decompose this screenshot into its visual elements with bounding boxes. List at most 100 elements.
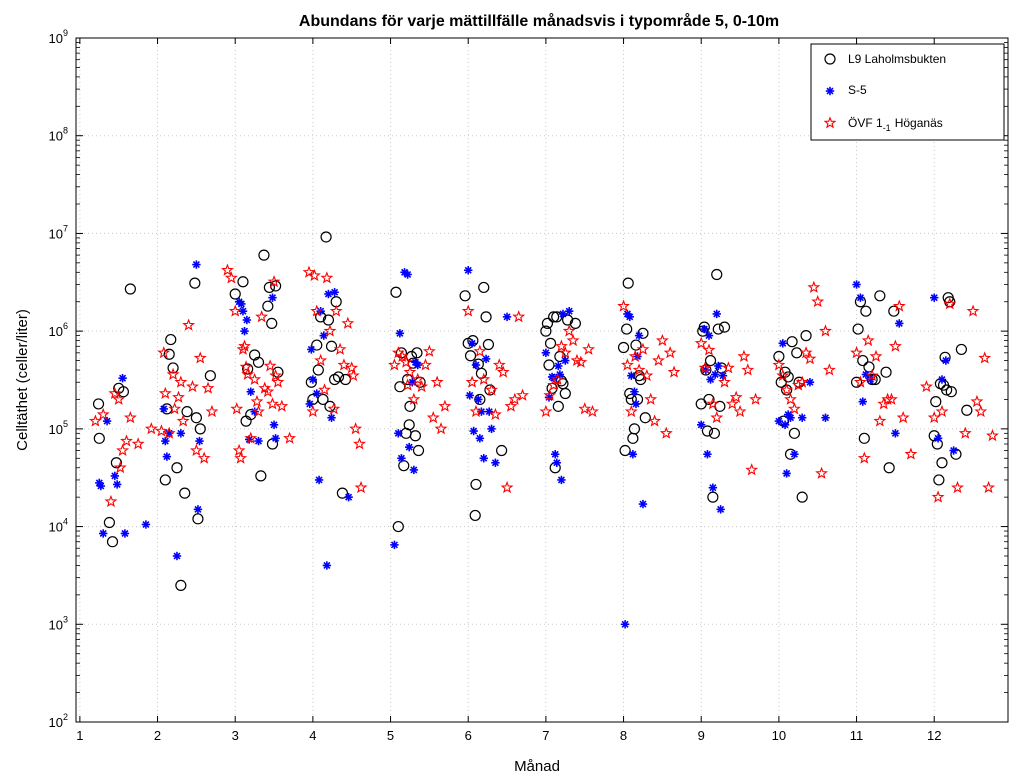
l9-point bbox=[482, 338, 495, 351]
l9-point bbox=[398, 460, 410, 472]
s5-point bbox=[397, 454, 406, 463]
l9-point bbox=[459, 290, 471, 302]
ovf-point bbox=[624, 404, 638, 418]
ovf-point bbox=[323, 324, 337, 337]
ovf-point bbox=[349, 422, 363, 435]
ovf-point bbox=[857, 451, 871, 464]
x-axis-label: Månad bbox=[514, 758, 560, 775]
chart-title: Abundans för varje mättillfälle månadsvi… bbox=[299, 12, 779, 30]
ovf-point bbox=[982, 480, 996, 494]
y-tick-label: 102 bbox=[49, 712, 68, 730]
s5-point bbox=[193, 505, 203, 514]
s5-point bbox=[778, 339, 787, 348]
ovf-point bbox=[131, 437, 145, 450]
s5-point bbox=[625, 312, 634, 322]
ovf-point bbox=[255, 310, 269, 323]
ovf-point bbox=[266, 397, 279, 410]
l9-point bbox=[167, 362, 179, 374]
l9-point bbox=[961, 404, 973, 416]
ovf-point bbox=[733, 404, 747, 418]
s5-point bbox=[774, 416, 784, 426]
ovf-point bbox=[966, 304, 980, 317]
s5-point bbox=[269, 420, 279, 430]
l9-point bbox=[204, 370, 216, 382]
ovf-point bbox=[314, 353, 328, 367]
ovf-point bbox=[174, 375, 188, 388]
l9-point bbox=[718, 321, 731, 333]
ovf-point bbox=[815, 466, 829, 479]
l9-point bbox=[93, 432, 105, 444]
l9-point bbox=[258, 249, 270, 261]
x-tick-label: 10 bbox=[772, 728, 786, 743]
l9-point bbox=[412, 444, 425, 457]
ovf-point bbox=[803, 352, 817, 365]
ovf-point bbox=[415, 379, 429, 393]
ovf-point bbox=[582, 342, 596, 355]
ovf-point bbox=[401, 378, 415, 391]
s5-point bbox=[112, 480, 122, 489]
legend-label-ovf-tail: Höganäs bbox=[895, 116, 943, 130]
ovf-point bbox=[951, 480, 964, 494]
l9-point bbox=[464, 350, 477, 362]
ovf-point bbox=[504, 399, 518, 412]
ovf-point bbox=[422, 344, 436, 357]
s5-point bbox=[718, 371, 728, 380]
ovf-point bbox=[667, 365, 681, 378]
l9-point bbox=[852, 323, 864, 335]
s5-point bbox=[858, 397, 867, 406]
s5-point bbox=[327, 413, 336, 422]
l9-point bbox=[480, 311, 492, 323]
l9-point bbox=[194, 423, 206, 435]
l9-point bbox=[621, 323, 633, 335]
y-tick-label: 106 bbox=[49, 321, 68, 339]
l9-point bbox=[103, 516, 115, 529]
x-tick-label: 7 bbox=[542, 728, 549, 743]
l9-point bbox=[930, 396, 942, 408]
ovf-point bbox=[108, 386, 122, 399]
s5-point bbox=[782, 469, 791, 478]
y-tick-label: 107 bbox=[49, 223, 68, 241]
l9-point bbox=[630, 339, 642, 351]
ovf-point bbox=[238, 339, 251, 352]
l9-point bbox=[395, 347, 408, 359]
s5-point bbox=[856, 293, 865, 302]
ovf-point bbox=[795, 375, 809, 388]
ovf-point bbox=[407, 392, 421, 405]
ovf-point bbox=[354, 480, 368, 494]
ovf-point bbox=[346, 368, 360, 382]
ovf-point bbox=[473, 344, 487, 357]
l9-point bbox=[543, 359, 555, 371]
ovf-point bbox=[512, 310, 526, 323]
x-tick-label: 8 bbox=[620, 728, 627, 743]
s5-point bbox=[937, 375, 947, 384]
ovf-point bbox=[430, 375, 444, 388]
ovf-point bbox=[745, 463, 759, 476]
l9-point bbox=[266, 317, 278, 330]
l9-point bbox=[242, 363, 254, 375]
ovf-point bbox=[822, 363, 836, 376]
s5-point bbox=[502, 312, 512, 322]
ovf-point bbox=[411, 372, 425, 385]
s5-point bbox=[821, 413, 830, 422]
ovf-point bbox=[807, 280, 821, 293]
l9-point bbox=[181, 406, 193, 418]
ovf-point bbox=[970, 394, 984, 408]
s5-point bbox=[409, 465, 419, 475]
s5-point bbox=[98, 529, 108, 538]
s5-point bbox=[312, 389, 321, 398]
ovf-point bbox=[399, 355, 413, 368]
ovf-point bbox=[741, 363, 755, 376]
l9-point bbox=[627, 432, 639, 444]
ovf-point bbox=[628, 349, 642, 362]
x-tick-label: 9 bbox=[698, 728, 705, 743]
ovf-point bbox=[228, 304, 242, 317]
l9-point bbox=[635, 373, 647, 386]
s5-point bbox=[403, 270, 412, 279]
ovf-point bbox=[419, 358, 432, 371]
s5-point bbox=[708, 483, 718, 492]
ovf-point bbox=[554, 339, 568, 352]
l9-point bbox=[190, 412, 202, 424]
ovf-point bbox=[155, 424, 168, 437]
ovf-point bbox=[721, 361, 735, 374]
l9-point bbox=[707, 491, 719, 503]
